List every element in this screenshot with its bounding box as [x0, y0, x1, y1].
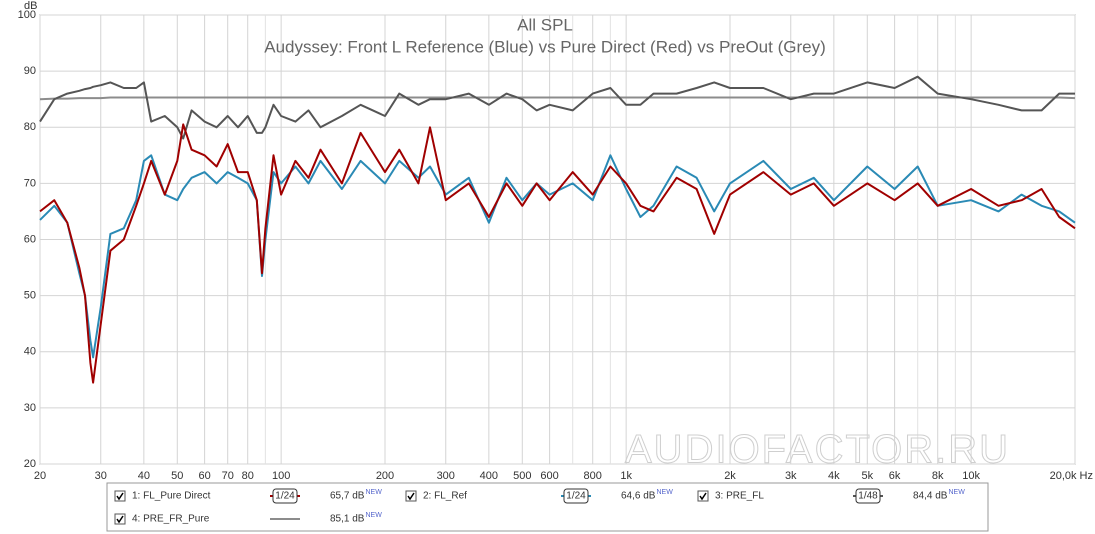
series-line	[39, 154, 1076, 359]
legend-level: 85,1 dB	[330, 514, 365, 525]
legend-level: 65,7 dB	[330, 491, 365, 502]
legend-badge: NEW	[656, 489, 673, 496]
y-tick-label: 50	[24, 290, 36, 302]
x-tick-label: 8k	[932, 470, 944, 482]
x-tick-label: 50	[171, 470, 183, 482]
chart-title: All SPL	[517, 15, 573, 34]
watermark: AUDIOFACTOR.RU	[625, 428, 1010, 472]
x-tick-label: 1k	[620, 470, 632, 482]
y-tick-label: 20	[24, 458, 36, 470]
chart-subtitle: Audyssey: Front L Reference (Blue) vs Pu…	[264, 37, 826, 56]
x-tick-label: 10k	[962, 470, 980, 482]
x-tick-label: 600	[540, 470, 558, 482]
y-axis-label: dB	[24, 0, 37, 12]
legend-checkbox[interactable]	[114, 490, 126, 502]
smoothing-button[interactable]	[855, 488, 881, 504]
x-tick-label: 40	[138, 470, 150, 482]
y-tick-label: 100	[18, 9, 36, 21]
legend-name: 3: PRE_FL	[715, 491, 764, 502]
x-tick-label: 6k	[889, 470, 901, 482]
x-tick-label: 400	[480, 470, 498, 482]
y-tick-label: 60	[24, 233, 36, 245]
y-tick-label: 70	[24, 177, 36, 189]
legend-level: 84,4 dB	[913, 491, 948, 502]
legend-checkbox[interactable]	[697, 490, 709, 502]
x-tick-label: 500	[513, 470, 531, 482]
x-tick-label: 300	[437, 470, 455, 482]
y-tick-label: 40	[24, 346, 36, 358]
smoothing-button[interactable]	[563, 488, 589, 504]
legend-badge: NEW	[365, 489, 382, 496]
series-line	[39, 123, 1076, 384]
smoothing-button[interactable]	[272, 488, 298, 504]
smoothing-label: 1/24	[275, 491, 295, 502]
y-tick-label: 30	[24, 402, 36, 414]
legend-checkbox[interactable]	[405, 490, 417, 502]
series-line	[39, 75, 1075, 140]
y-tick-label: 90	[24, 65, 36, 77]
x-tick-label: 2k	[724, 470, 736, 482]
legend-badge: NEW	[948, 489, 965, 496]
legend-name: 4: PRE_FR_Pure	[132, 514, 210, 525]
legend-checkmark	[407, 492, 415, 501]
legend	[106, 482, 989, 532]
x-tick-label: 3k	[785, 470, 797, 482]
legend-checkmark	[116, 492, 124, 501]
legend-name: 1: FL_Pure Direct	[132, 491, 211, 502]
smoothing-label: 1/48	[858, 491, 878, 502]
legend-checkmark	[699, 492, 707, 501]
x-tick-label: 20	[34, 470, 46, 482]
legend-checkmark	[116, 515, 124, 524]
x-tick-label: 60	[198, 470, 210, 482]
x-tick-label: 20,0k Hz	[1050, 470, 1093, 482]
legend-level: 64,6 dB	[621, 491, 656, 502]
smoothing-label: 1/24	[566, 491, 586, 502]
x-tick-label: 200	[376, 470, 394, 482]
x-tick-label: 80	[242, 470, 254, 482]
x-tick-label: 800	[584, 470, 602, 482]
series-line	[39, 96, 1076, 101]
x-tick-label: 5k	[861, 470, 873, 482]
legend-badge: NEW	[365, 512, 382, 519]
x-tick-label: 30	[95, 470, 107, 482]
x-tick-label: 100	[272, 470, 290, 482]
x-tick-label: 70	[222, 470, 234, 482]
legend-checkbox[interactable]	[114, 513, 126, 525]
x-tick-label: 4k	[828, 470, 840, 482]
legend-name: 2: FL_Ref	[423, 491, 467, 502]
y-tick-label: 80	[24, 121, 36, 133]
